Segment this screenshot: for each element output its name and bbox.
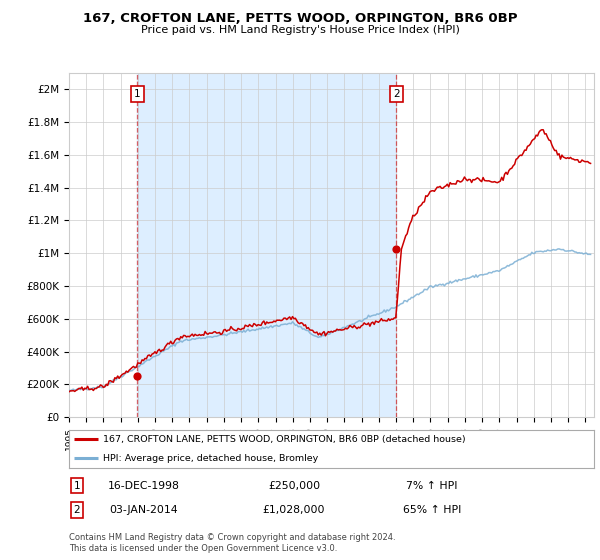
Text: HPI: Average price, detached house, Bromley: HPI: Average price, detached house, Brom… [103,454,319,463]
Bar [137,73,396,417]
Text: 1: 1 [73,480,80,491]
Text: Contains HM Land Registry data © Crown copyright and database right 2024.
This d: Contains HM Land Registry data © Crown c… [69,533,395,553]
Text: 167, CROFTON LANE, PETTS WOOD, ORPINGTON, BR6 0BP (detached house): 167, CROFTON LANE, PETTS WOOD, ORPINGTON… [103,435,466,444]
Text: 16-DEC-1998: 16-DEC-1998 [108,480,180,491]
Text: 2: 2 [393,89,400,99]
Text: 03-JAN-2014: 03-JAN-2014 [110,505,178,515]
Text: 7% ↑ HPI: 7% ↑ HPI [406,480,458,491]
Text: £250,000: £250,000 [268,480,320,491]
Point [133,372,142,381]
Text: 1: 1 [134,89,140,99]
Text: 65% ↑ HPI: 65% ↑ HPI [403,505,461,515]
Text: Price paid vs. HM Land Registry's House Price Index (HPI): Price paid vs. HM Land Registry's House … [140,25,460,35]
Point [391,244,401,253]
Text: 167, CROFTON LANE, PETTS WOOD, ORPINGTON, BR6 0BP: 167, CROFTON LANE, PETTS WOOD, ORPINGTON… [83,12,517,25]
Text: 2: 2 [73,505,80,515]
Text: £1,028,000: £1,028,000 [263,505,325,515]
